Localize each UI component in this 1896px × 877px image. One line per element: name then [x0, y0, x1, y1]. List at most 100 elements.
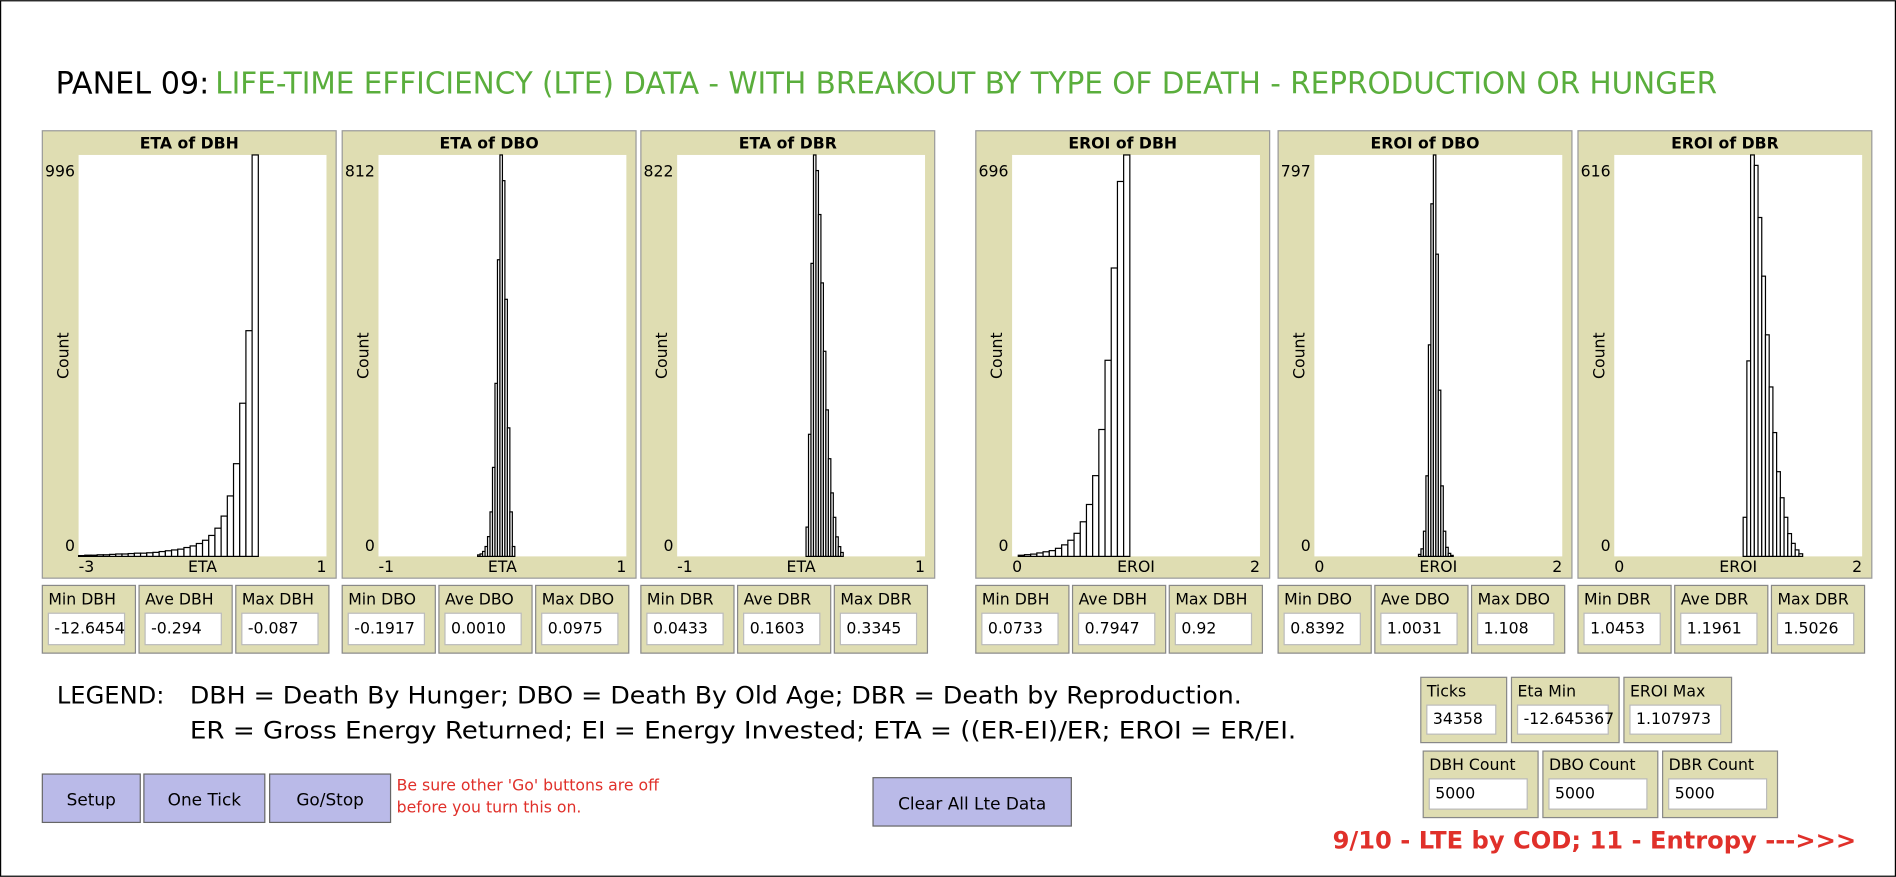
- button-label[interactable]: Setup: [67, 790, 116, 810]
- histogram-bar: [170, 549, 179, 557]
- monitor-value: 0.1603: [750, 618, 805, 637]
- monitor-value: 0.0975: [548, 618, 603, 637]
- x-tick-label: 0: [1012, 557, 1022, 576]
- footer: 9/10 - LTE by COD; 11 - Entropy --->>>: [1333, 827, 1857, 855]
- y-tick-label: 0: [664, 536, 674, 555]
- histogram-bar: [158, 550, 166, 557]
- histogram-bar: [164, 550, 173, 558]
- y-axis-label: Count: [353, 332, 372, 379]
- histogram-bar: [1123, 154, 1131, 557]
- histogram-bar: [1110, 267, 1119, 557]
- histogram-bar: [121, 553, 129, 557]
- monitor-box: [241, 612, 319, 646]
- histogram-bar: [1073, 532, 1081, 557]
- histogram-bar: [837, 546, 842, 558]
- monitor-box: [1174, 612, 1253, 646]
- monitor-label: Max DBO: [542, 589, 614, 608]
- monitor-box: [1077, 612, 1156, 646]
- monitor-label: Min DBH: [982, 589, 1050, 608]
- y-tick-label: 0: [1601, 536, 1611, 555]
- monitor-label: Ave DBH: [1079, 589, 1147, 608]
- histogram-bar: [84, 554, 92, 557]
- histogram-bar: [1104, 359, 1112, 558]
- monitor-label: Ticks: [1426, 681, 1466, 700]
- button-label[interactable]: Go/Stop: [296, 790, 364, 810]
- histogram-bar: [195, 542, 204, 558]
- monitor-label: Max DBO: [1478, 589, 1550, 608]
- histogram-bar: [183, 546, 191, 557]
- histogram-bar: [189, 545, 197, 558]
- histogram-bar: [1092, 475, 1100, 557]
- histogram-bar: [1442, 530, 1447, 558]
- plot-area: [677, 154, 926, 557]
- histogram-bar: [115, 553, 123, 557]
- x-tick-label: 2: [1552, 557, 1562, 576]
- monitor-value: 5000: [1555, 784, 1595, 803]
- note: before you turn this on.: [397, 797, 582, 816]
- histogram-bar: [1440, 485, 1444, 557]
- monitor-label: DBR Count: [1669, 755, 1754, 774]
- legend-line: ER = Gross Energy Returned; EI = Energy …: [190, 717, 1296, 745]
- histogram-bar: [152, 551, 160, 557]
- y-axis-label: Count: [54, 332, 73, 379]
- plot-title: ETA of DBO: [439, 134, 538, 153]
- histogram-bar: [1017, 554, 1026, 558]
- monitor-label: Min DBR: [1584, 589, 1651, 608]
- button[interactable]: [269, 773, 392, 824]
- monitor-label: Ave DBO: [445, 589, 514, 608]
- monitor-label: Ave DBR: [744, 589, 812, 608]
- monitor-value: 34358: [1433, 709, 1483, 728]
- histogram-bar: [1079, 521, 1088, 557]
- monitor-box: [646, 612, 724, 646]
- button[interactable]: [41, 773, 141, 824]
- panel-title: LIFE-TIME EFFICIENCY (LTE) DATA - WITH B…: [215, 66, 1717, 101]
- histogram-bar: [1445, 546, 1449, 558]
- monitor-label: DBO Count: [1549, 755, 1636, 774]
- x-axis-label: EROI: [1719, 557, 1757, 576]
- monitor-value: -0.087: [248, 618, 299, 637]
- monitor-value: 0.3345: [846, 618, 901, 637]
- histogram-bar: [1794, 549, 1800, 557]
- x-axis-label: ETA: [787, 557, 816, 576]
- monitor-box: [1668, 778, 1768, 810]
- histogram-bar: [127, 552, 135, 557]
- monitor-box: [1380, 612, 1458, 646]
- y-tick-label: 616: [1581, 161, 1611, 180]
- y-axis-label: Count: [1589, 332, 1608, 379]
- button-label[interactable]: One Tick: [168, 790, 242, 810]
- monitor-value: 0.92: [1181, 618, 1216, 637]
- histogram-bar: [226, 495, 235, 557]
- histogram-bar: [214, 527, 222, 557]
- monitor-value: 0.0433: [653, 618, 708, 637]
- histogram-bar: [1061, 544, 1069, 558]
- button-label[interactable]: Clear All Lte Data: [898, 793, 1046, 813]
- histogram-bar: [1098, 428, 1106, 557]
- plot-area: [78, 154, 327, 557]
- histogram-bar: [506, 427, 511, 557]
- histogram-bar: [239, 402, 247, 558]
- monitor-box: [981, 612, 1059, 646]
- monitor-value: -0.294: [151, 618, 202, 637]
- histogram-bar: [1054, 547, 1063, 557]
- histogram-bar: [96, 554, 104, 557]
- y-tick-label: 696: [978, 161, 1008, 180]
- button[interactable]: [872, 777, 1072, 827]
- button[interactable]: [143, 773, 266, 824]
- x-tick-label: 0: [1314, 557, 1324, 576]
- monitor-label: Max DBH: [1175, 589, 1247, 608]
- histogram-bar: [509, 511, 513, 557]
- monitor-value: 0.7947: [1085, 618, 1140, 637]
- monitor-box: [1629, 704, 1722, 735]
- plot-area: [1614, 154, 1863, 557]
- histogram-bar: [146, 552, 154, 557]
- histogram-bar: [1048, 550, 1057, 558]
- monitor-box: [47, 612, 126, 646]
- panel-label: PANEL 09:: [56, 66, 210, 101]
- histogram-bar: [1450, 554, 1454, 557]
- monitor-label: Min DBR: [647, 589, 714, 608]
- histogram-bar: [1067, 539, 1075, 557]
- histogram-bar: [201, 539, 210, 557]
- x-tick-label: 1: [316, 557, 326, 576]
- monitor-box: [444, 612, 522, 646]
- y-axis-label: Count: [652, 332, 671, 379]
